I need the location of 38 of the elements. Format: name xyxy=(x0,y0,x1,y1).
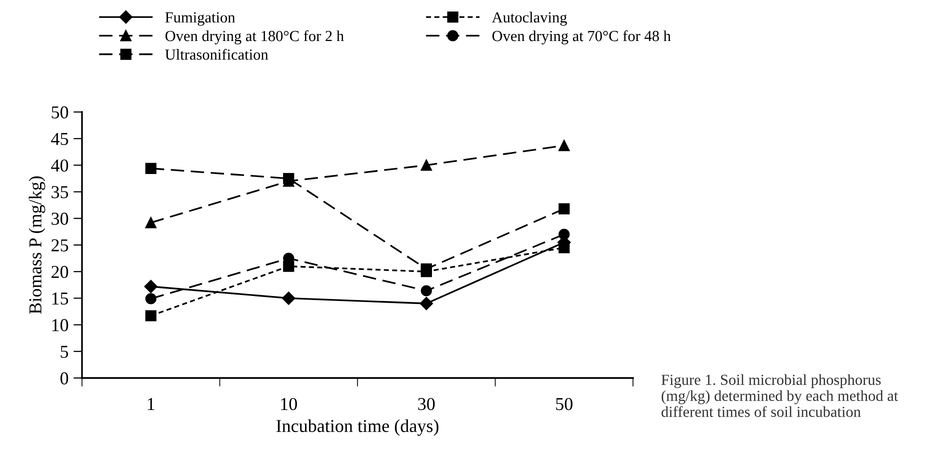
legend-label: Oven drying at 70°C for 48 h xyxy=(492,30,671,44)
point xyxy=(558,228,570,240)
x-tick-label: 30 xyxy=(418,398,435,410)
y-tick-label: 10 xyxy=(52,319,68,332)
x-tick-label: 1 xyxy=(148,398,154,410)
point xyxy=(282,292,296,305)
point xyxy=(145,293,156,304)
legend-label: Ultrasonification xyxy=(165,48,268,60)
point xyxy=(420,160,432,171)
caption: Figure 1. Soil microbial phosphorus (mg/kg) determined by each method at different times of soil incubation xyxy=(661,374,898,418)
legend-label: Oven drying at 180°C for 2 h xyxy=(165,30,344,44)
y-tick-label: 25 xyxy=(52,239,68,252)
point xyxy=(558,140,570,152)
point xyxy=(558,203,570,214)
point xyxy=(145,217,156,228)
y-tick-label: 50 xyxy=(52,106,68,118)
x-axis-title: Incubation time (days) xyxy=(276,419,438,436)
y-tick-label: 0 xyxy=(60,372,68,384)
legend-label: Autoclaving xyxy=(492,12,567,26)
point xyxy=(283,172,294,184)
y-tick-label: 5 xyxy=(60,346,68,358)
point xyxy=(145,310,156,322)
y-axis-title: Biomass P (mg/kg) xyxy=(28,176,46,314)
legend-label: Fumigation xyxy=(165,12,236,26)
y-tick-label: 30 xyxy=(52,212,68,225)
x-tick-label: 50 xyxy=(556,398,572,410)
x-tick-label: 10 xyxy=(281,398,297,410)
y-tick-label: 20 xyxy=(52,266,68,278)
y-tick-label: 40 xyxy=(51,159,68,172)
point xyxy=(145,162,156,174)
y-tick-label: 45 xyxy=(51,132,68,146)
point xyxy=(420,296,433,310)
point xyxy=(420,263,432,274)
point xyxy=(144,280,158,294)
y-tick-label: 15 xyxy=(52,292,68,305)
y-tick-label: 35 xyxy=(52,186,68,198)
point xyxy=(420,285,432,296)
point xyxy=(558,242,570,254)
